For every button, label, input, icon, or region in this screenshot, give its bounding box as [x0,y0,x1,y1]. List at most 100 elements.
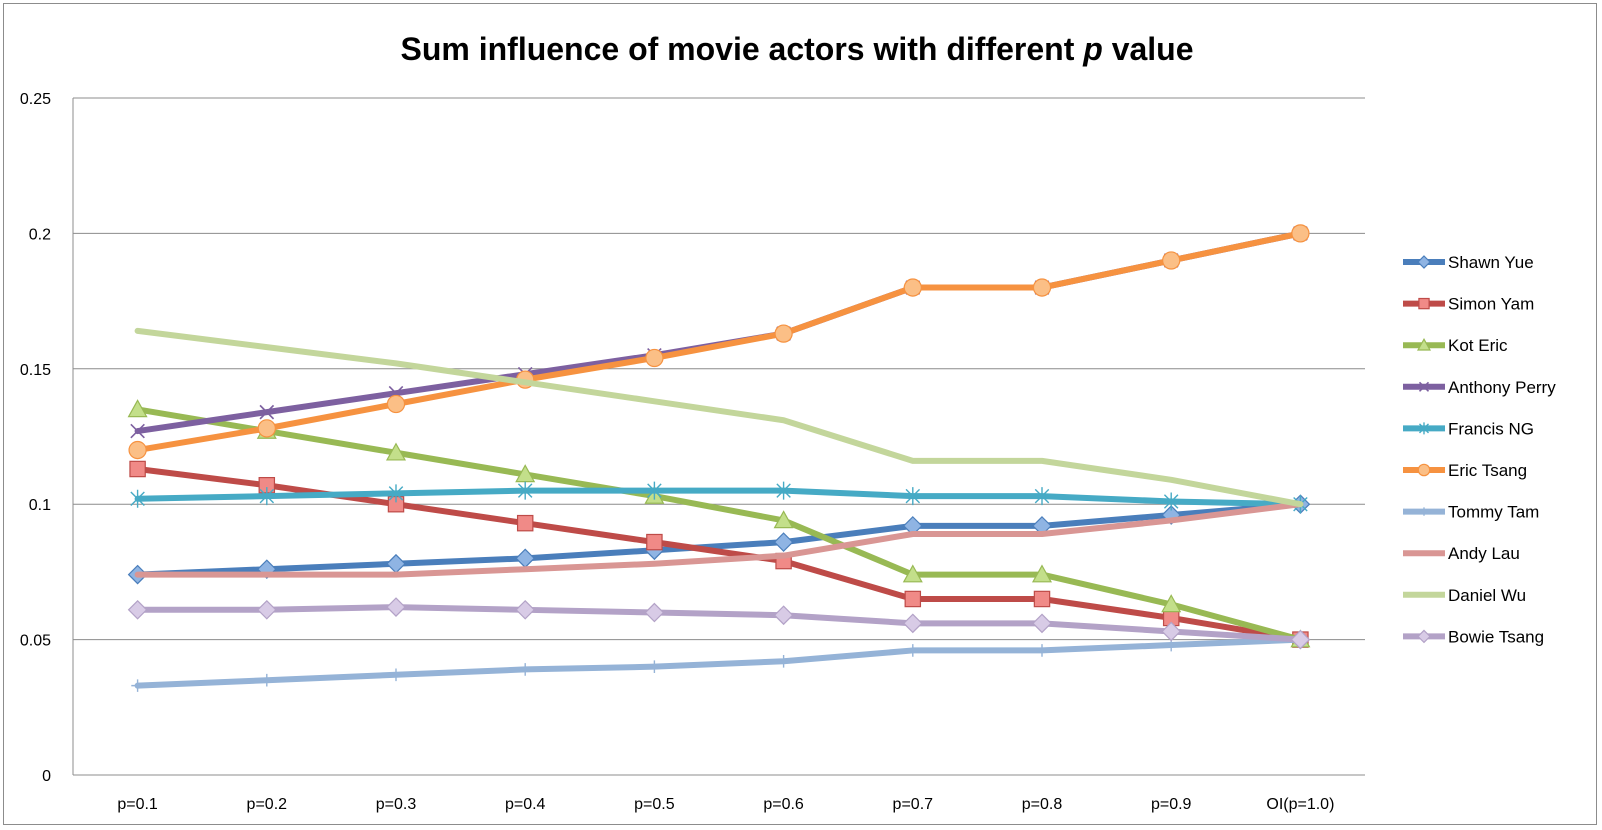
data-point [386,394,406,414]
data-point [906,644,920,657]
series-bowie-tsang [127,597,1311,650]
data-point [1033,590,1051,608]
series-daniel-wu [134,327,1304,508]
data-point [905,487,921,506]
x-tick-label: p=0.1 [117,796,158,813]
data-point [389,668,403,682]
data-point [1032,278,1052,297]
legend-entry: Eric Tsang [1403,461,1527,480]
data-point [1419,507,1429,516]
data-point [1032,613,1052,634]
data-point [515,548,536,569]
legend-label: Bowie Tsang [1448,627,1544,646]
data-point [515,599,536,620]
series-tommy-tam [131,633,1307,692]
y-tick-label: 0.05 [20,633,51,650]
legend-entry: Tommy Tam [1403,503,1539,522]
legend: Shawn Yue Simon Yam Kot Eric Anthony Perry F… [1403,253,1556,646]
data-point [386,597,406,617]
x-tick-label: p=0.6 [763,796,804,813]
data-point [645,348,664,368]
data-point [518,663,532,676]
y-tick-label: 0.1 [29,497,51,514]
data-point [256,599,277,620]
data-point [1291,224,1310,243]
legend-label: Andy Lau [1448,544,1520,563]
data-point [1417,255,1431,269]
data-point [259,487,275,506]
data-point [260,673,274,687]
series-anthony-perry [130,226,1308,439]
series-eric-tsang [128,224,1310,460]
legend-entry: Francis NG [1403,419,1534,438]
data-point [648,660,661,673]
legend-label: Shawn Yue [1448,253,1534,272]
x-tick-label: p=0.7 [893,796,934,813]
data-point [259,404,275,420]
data-point [1290,629,1311,650]
x-axis-ticks: p=0.1 p=0.2 p=0.3 p=0.4 p=0.5 p=0.6 p=0.7 p=0.8… [117,796,1334,813]
data-point [1417,463,1431,477]
data-point [1417,629,1431,644]
data-point [904,590,922,608]
data-point [773,532,794,552]
data-point [777,654,790,668]
x-tick-label: p=0.8 [1022,796,1063,813]
data-point [647,481,662,500]
data-point [646,533,663,551]
data-point [515,464,536,483]
data-point [1419,422,1429,435]
y-tick-label: 0.15 [20,362,51,379]
series-andy-lau [134,501,1304,578]
chart-title-suffix: value [1103,31,1194,67]
data-point [773,605,794,626]
legend-label: Kot Eric [1448,336,1508,355]
series-group [127,224,1311,692]
legend-entry: Bowie Tsang [1403,627,1544,646]
series-line [134,327,1304,508]
legend-label: Francis NG [1448,419,1534,438]
legend-label: Daniel Wu [1448,586,1526,605]
legend-entry: Shawn Yue [1403,253,1534,272]
series-line [134,501,1304,578]
data-point [130,423,145,439]
data-point [1161,594,1182,613]
x-tick-label: OI(p=1.0) [1266,796,1334,813]
legend-label: Anthony Perry [1448,378,1556,397]
data-point [131,679,144,692]
data-point [902,613,923,634]
chart-title-main: Sum influence of movie actors with diffe… [400,31,1083,67]
x-tick-label: p=0.4 [505,796,546,813]
y-axis-ticks: 0 0.05 0.1 0.15 0.2 0.25 [20,91,51,785]
y-tick-label: 0.2 [29,226,51,243]
legend-label: Eric Tsang [1448,461,1527,480]
data-point [644,602,665,623]
data-point [385,442,407,461]
data-point [127,399,148,418]
series-line [134,230,1304,435]
x-tick-label: p=0.5 [634,796,675,813]
data-point [128,440,147,460]
data-point [1034,487,1050,506]
data-point [903,278,922,297]
legend-entry: Anthony Perry [1403,378,1556,397]
data-point [1418,381,1430,392]
data-point [130,489,145,508]
legend-entry: Andy Lau [1403,544,1520,563]
data-point [1416,337,1432,351]
data-point [388,484,404,503]
legend-entry: Kot Eric [1403,336,1508,355]
series-line [134,501,1304,578]
data-point [773,510,794,529]
chart-title: Sum influence of movie actors with diffe… [400,31,1193,67]
x-tick-label: p=0.9 [1151,796,1192,813]
data-point [127,599,148,620]
series-francis-ng [130,481,1308,514]
y-tick-label: 0.25 [20,91,51,108]
data-point [1163,492,1179,511]
series-line [134,406,1304,643]
data-point [1035,644,1049,657]
chart-title-italic: p [1082,31,1103,67]
legend-label: Simon Yam [1448,295,1534,314]
